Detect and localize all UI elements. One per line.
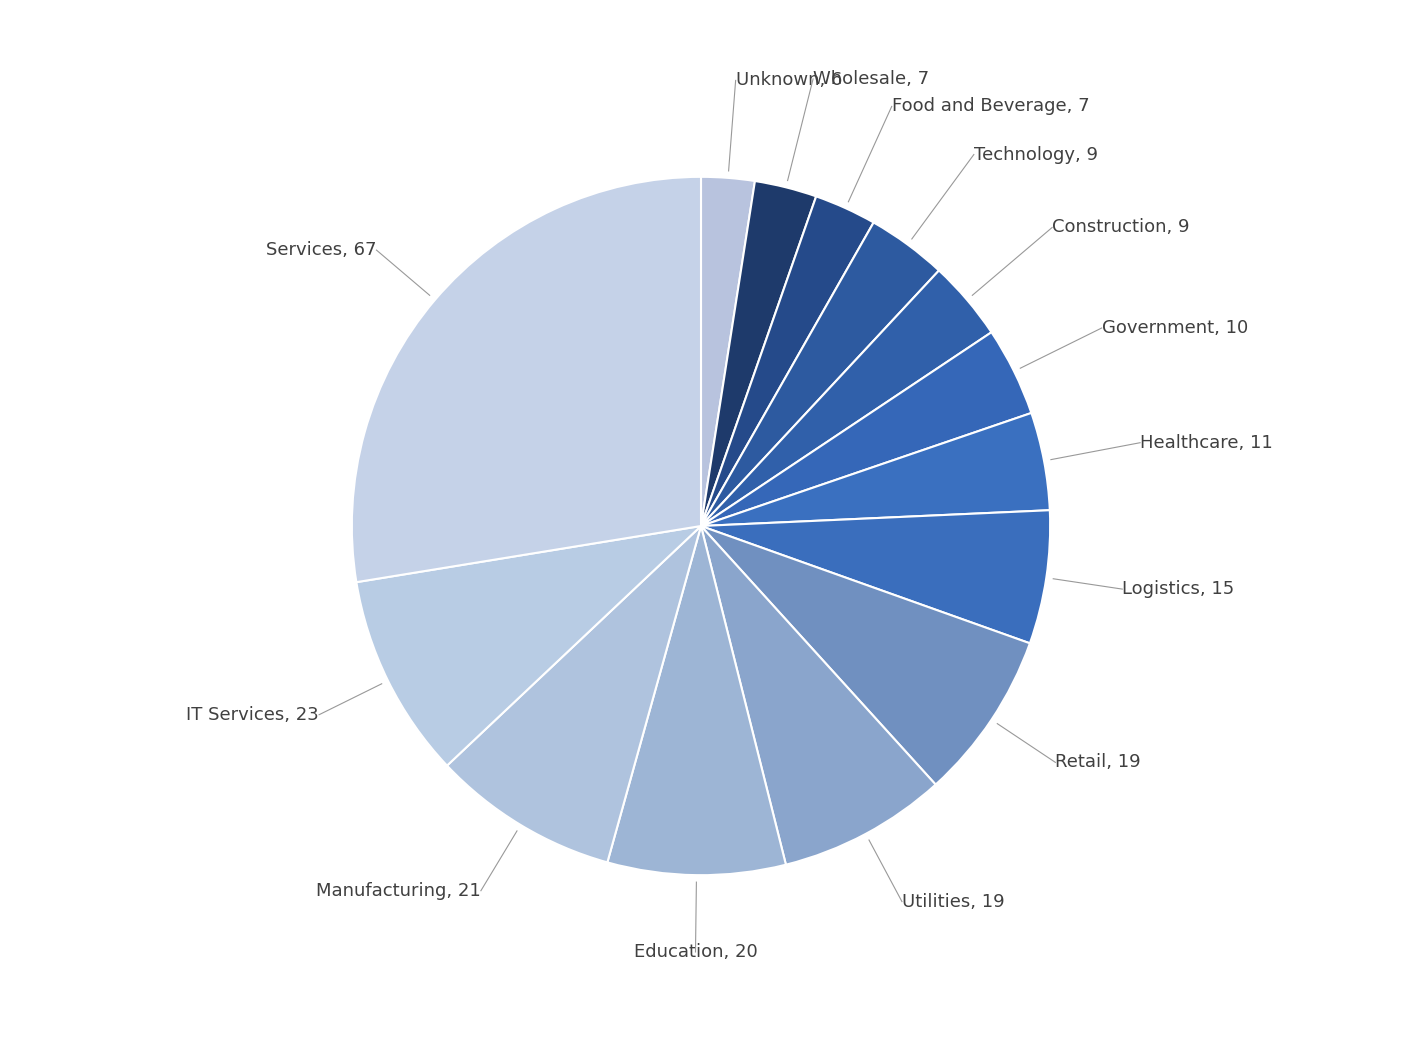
Wedge shape bbox=[607, 526, 787, 875]
Text: Healthcare, 11: Healthcare, 11 bbox=[1140, 433, 1273, 451]
Wedge shape bbox=[701, 270, 991, 526]
Text: Food and Beverage, 7: Food and Beverage, 7 bbox=[892, 98, 1089, 116]
Text: Manufacturing, 21: Manufacturing, 21 bbox=[315, 882, 481, 899]
Text: Unknown, 6: Unknown, 6 bbox=[736, 72, 843, 89]
Text: Education, 20: Education, 20 bbox=[634, 943, 757, 960]
Text: Government, 10: Government, 10 bbox=[1102, 319, 1248, 337]
Text: Utilities, 19: Utilities, 19 bbox=[901, 892, 1005, 911]
Wedge shape bbox=[701, 526, 935, 865]
Text: Construction, 9: Construction, 9 bbox=[1052, 219, 1190, 237]
Wedge shape bbox=[352, 177, 701, 582]
Wedge shape bbox=[447, 526, 701, 863]
Wedge shape bbox=[701, 181, 816, 526]
Wedge shape bbox=[701, 197, 873, 526]
Wedge shape bbox=[701, 222, 939, 526]
Text: Logistics, 15: Logistics, 15 bbox=[1122, 580, 1235, 599]
Text: Technology, 9: Technology, 9 bbox=[974, 145, 1098, 163]
Text: IT Services, 23: IT Services, 23 bbox=[186, 706, 320, 724]
Wedge shape bbox=[701, 413, 1050, 526]
Text: Retail, 19: Retail, 19 bbox=[1056, 753, 1141, 771]
Wedge shape bbox=[701, 332, 1032, 526]
Wedge shape bbox=[356, 526, 701, 766]
Wedge shape bbox=[701, 510, 1050, 644]
Text: Wholesale, 7: Wholesale, 7 bbox=[813, 69, 930, 88]
Wedge shape bbox=[701, 526, 1030, 785]
Text: Services, 67: Services, 67 bbox=[266, 241, 377, 259]
Wedge shape bbox=[701, 177, 754, 526]
